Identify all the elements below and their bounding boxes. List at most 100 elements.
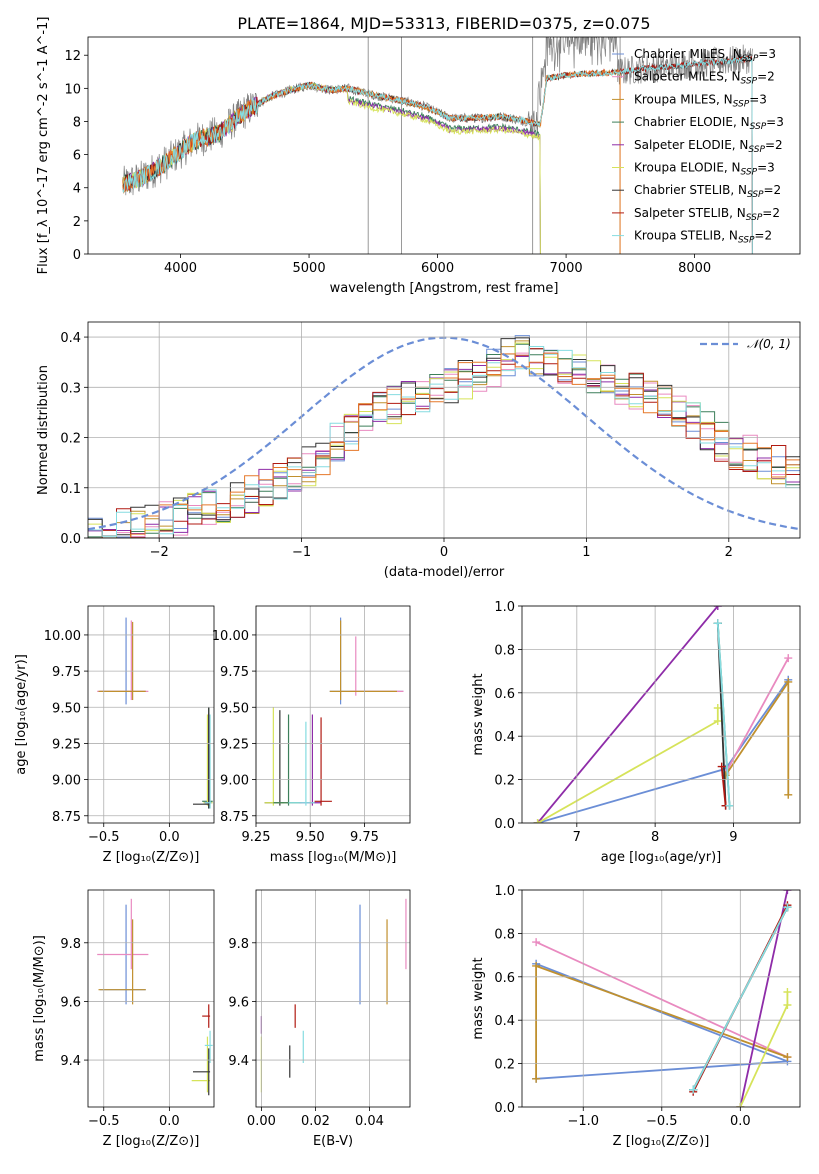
legend-label: Kroupa MILES, N (634, 92, 733, 106)
legend-entry: Salpeter STELIB, NSSP=2 (634, 206, 780, 223)
x-tick-label: 0.0 (730, 1114, 751, 1129)
legend-sub: SSP (742, 54, 759, 64)
y-tick-label: 8.75 (220, 810, 249, 825)
axes-frame (87, 36, 801, 255)
axes-frame (255, 889, 411, 1108)
axes-frame (87, 889, 215, 1108)
y-tick-label: 0 (73, 248, 81, 263)
legend-label: Chabrier STELIB, N (634, 183, 747, 197)
plot-area (97, 898, 213, 1096)
y-axis-label: Flux [f_λ 10^-17 erg cm^-2 s^-1 A^-1] (36, 17, 51, 275)
x-axis-label: Z [log₁₀(Z/Z⊙)] (103, 1134, 200, 1149)
y-tick-label: 0.2 (60, 432, 81, 447)
legend-label: Kroupa STELIB, N (634, 229, 738, 243)
legend-entry: Salpeter MILES, NSSP=2 (634, 70, 775, 87)
y-axis-label: mass [log₁₀(M/M⊙)] (32, 935, 47, 1062)
x-tick-label: 4000 (164, 261, 197, 276)
y-tick-label: 12 (64, 49, 81, 64)
weight-marker (783, 890, 792, 894)
x-tick-label: −0.5 (88, 830, 120, 845)
y-tick-label: 0.6 (494, 971, 515, 986)
plot-area (97, 617, 213, 809)
x-tick-label: 9 (729, 830, 737, 845)
y-tick-label: 9.25 (220, 737, 249, 752)
y-tick-label: 0.6 (494, 687, 515, 702)
legend-entry: Chabrier MILES, NSSP=3 (634, 47, 776, 64)
y-tick-label: 9.8 (60, 937, 81, 952)
legend-suffix: =2 (764, 183, 782, 197)
y-tick-label: 9.4 (228, 1054, 249, 1069)
weight-marker (713, 717, 722, 726)
y-tick-label: 10.00 (212, 629, 249, 644)
y-tick-label: 8.75 (52, 810, 81, 825)
figure-title: PLATE=1864, MJD=53313, FIBERID=0375, z=0… (237, 14, 650, 33)
x-axis-label: Z [log₁₀(Z/Z⊙)] (613, 1134, 710, 1149)
weight-marker (533, 819, 542, 823)
weight-marker (713, 606, 722, 610)
legend-label: Salpeter ELODIE, N (634, 138, 748, 152)
y-tick-label: 0.1 (60, 482, 81, 497)
y-tick-label: 6 (73, 149, 81, 164)
panel-age-vs-mass: 9.25 9.50 9.75 8.75 9.00 9.25 9.50 9.75 10.00 mas… (212, 605, 411, 865)
panel-weight-vs-metallicity: −1.0 −0.5 0.0 0.0 0.2 0.4 0.6 0.8 1.0 Z [log₁₀(Z/… (471, 884, 801, 1149)
x-tick-label: 9.50 (296, 830, 325, 845)
y-tick-label: 4 (73, 182, 81, 197)
x-tick-label: 8 (651, 830, 659, 845)
x-axis-label: (data-model)/error (384, 565, 505, 580)
weight-line (537, 606, 719, 823)
y-tick-label: 0.0 (494, 1101, 515, 1116)
legend-sub: SSP (741, 77, 758, 87)
weight-line (716, 623, 731, 806)
x-axis-label: Z [log₁₀(Z/Z⊙)] (103, 850, 200, 865)
weight-line (724, 657, 790, 774)
x-tick-label: 7 (573, 830, 581, 845)
y-tick-label: 2 (73, 215, 81, 230)
y-tick-label: 10.00 (44, 629, 81, 644)
weight-marker (689, 1085, 698, 1094)
weight-marker (532, 938, 541, 947)
y-tick-label: 9.8 (228, 937, 249, 952)
weight-marker (783, 903, 792, 912)
y-axis-label: age [log₁₀(age/yr)] (14, 654, 29, 775)
x-tick-label: −1 (292, 545, 311, 560)
weight-marker (532, 1074, 541, 1083)
x-tick-label: −1.0 (567, 1114, 599, 1129)
legend-label: Chabrier MILES, N (634, 47, 742, 61)
x-tick-label: −0.5 (646, 1114, 678, 1129)
axes-frame (521, 605, 801, 824)
y-tick-label: 0.8 (494, 643, 515, 658)
x-tick-label: 9.25 (242, 830, 271, 845)
y-tick-label: 1.0 (494, 884, 515, 899)
legend-suffix: =3 (749, 92, 767, 106)
model-fit-line (122, 55, 753, 254)
x-tick-label: 0.00 (247, 1114, 276, 1129)
weight-marker (713, 619, 722, 628)
x-tick-label: 9.75 (350, 830, 379, 845)
weight-marker (532, 961, 541, 970)
y-tick-label: 0.0 (60, 532, 81, 547)
x-tick-label: 1 (582, 545, 590, 560)
x-axis-label: wavelength [Angstrom, rest frame] (330, 281, 559, 296)
y-tick-label: 9.6 (228, 995, 249, 1010)
weight-marker (725, 801, 734, 810)
y-axis-label: Normed distribution (36, 365, 51, 495)
x-tick-label: 0.02 (301, 1114, 330, 1129)
legend-sub: SSP (747, 190, 764, 200)
y-tick-label: 0.4 (494, 1014, 515, 1029)
x-axis-label: mass [log₁₀(M/M⊙)] (270, 850, 397, 865)
x-tick-label: 5000 (293, 261, 326, 276)
plot-area (122, 37, 753, 254)
legend-label: Salpeter STELIB, N (634, 206, 746, 220)
axes-frame (87, 605, 215, 824)
y-tick-label: 9.00 (52, 774, 81, 789)
y-tick-label: 0.4 (494, 730, 515, 745)
histogram-step (88, 352, 800, 538)
y-tick-label: 9.00 (220, 774, 249, 789)
x-tick-label: 6000 (421, 261, 454, 276)
y-axis-label: mass weight (471, 957, 486, 1039)
y-tick-label: 0.2 (494, 774, 515, 789)
legend-sub: SSP (750, 122, 767, 132)
y-tick-label: 8 (73, 115, 81, 130)
x-tick-label: 0.0 (159, 830, 180, 845)
